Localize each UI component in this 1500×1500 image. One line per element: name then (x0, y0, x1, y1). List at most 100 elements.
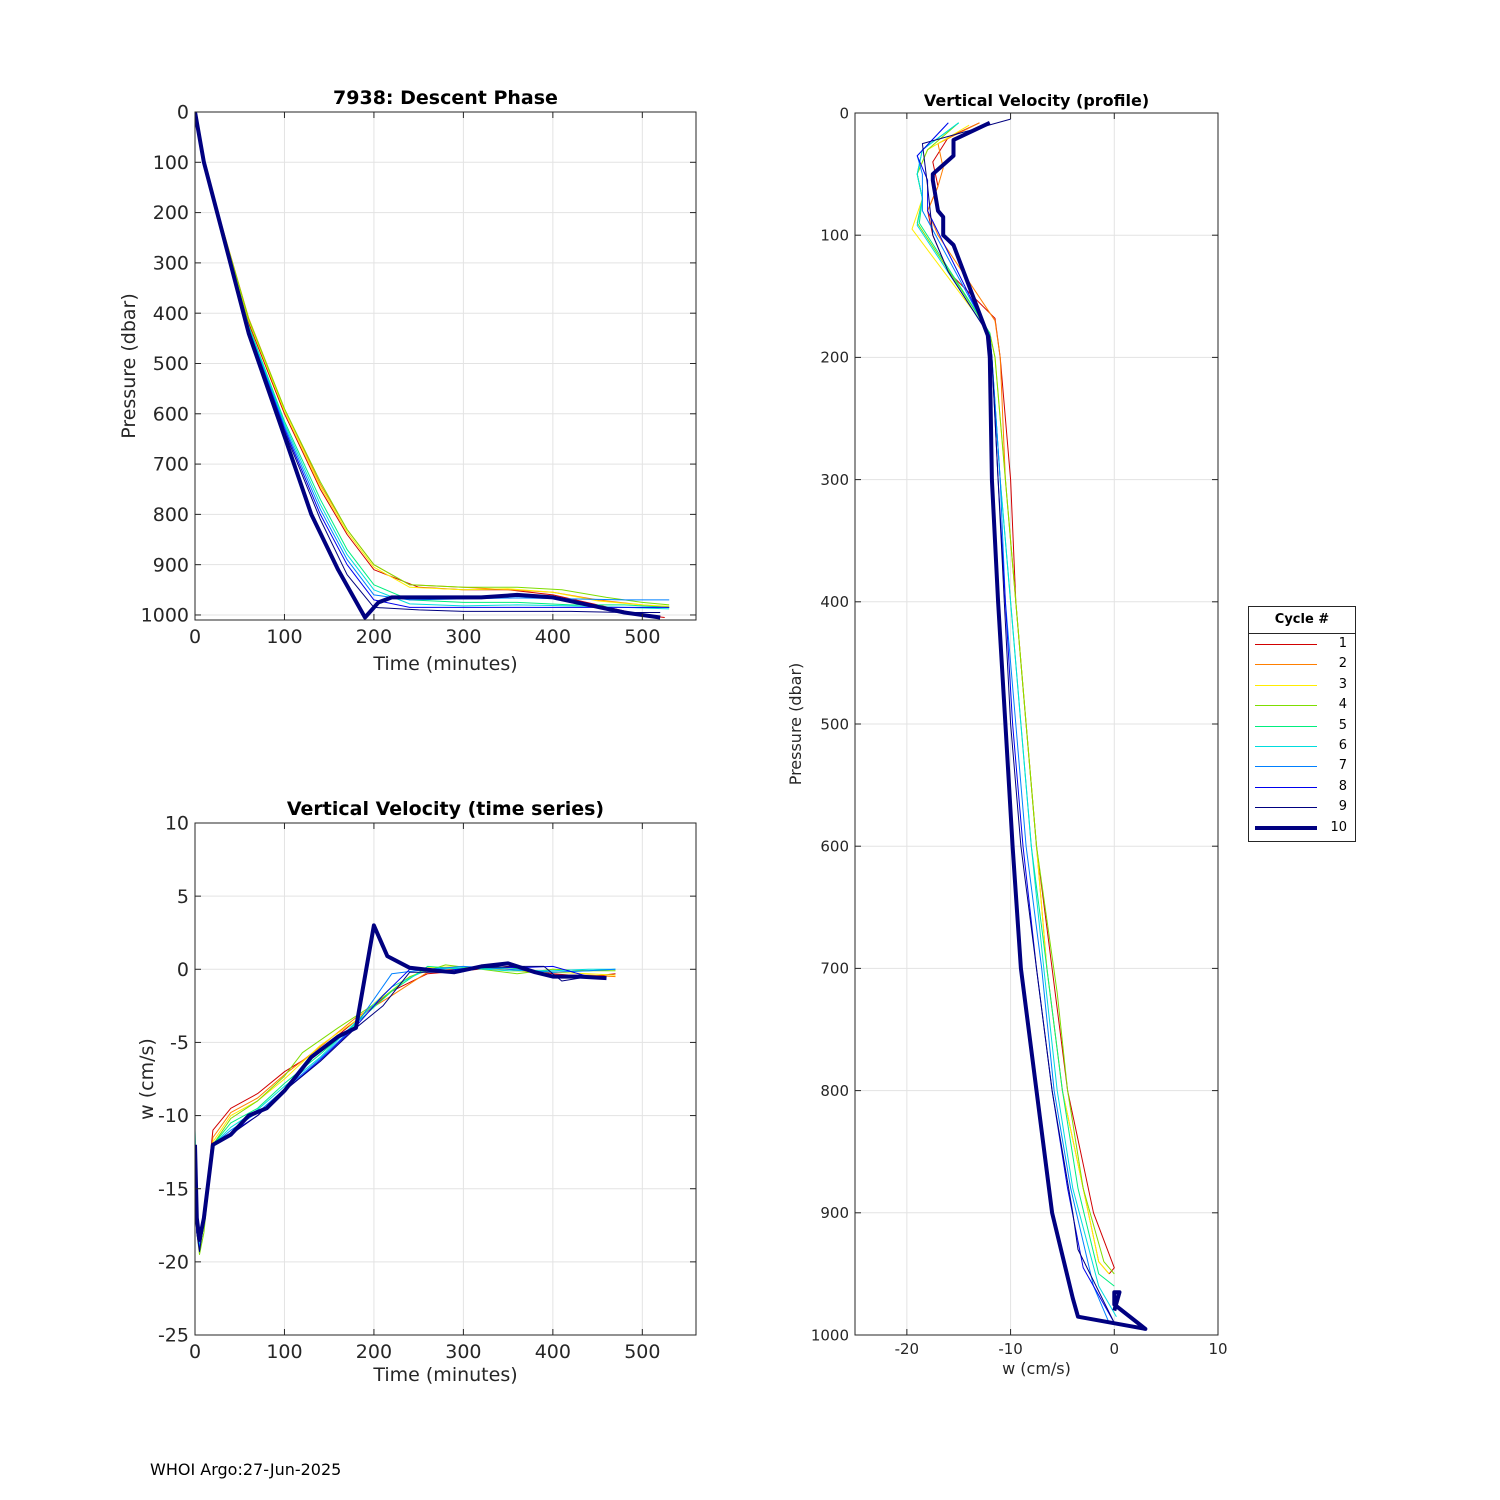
legend-label: 8 (1338, 778, 1347, 794)
chart-title: Vertical Velocity (time series) (287, 798, 604, 820)
series-group (195, 111, 670, 620)
footer-credit: WHOI Argo:27-Jun-2025 (150, 1460, 342, 1479)
legend-entry: 3 (1249, 675, 1355, 695)
legend-swatch (1255, 644, 1317, 645)
legend-swatch (1255, 807, 1317, 809)
legend-entry: 2 (1249, 654, 1355, 674)
legend-label: 7 (1338, 758, 1347, 774)
y-tick-label: -10 (158, 1105, 189, 1127)
y-tick-label: 700 (820, 960, 849, 978)
legend-swatch (1255, 705, 1317, 707)
y-tick-label: -25 (158, 1325, 189, 1347)
legend-title: Cycle # (1249, 607, 1355, 634)
legend-swatch (1255, 684, 1317, 686)
legend-label: 3 (1338, 676, 1347, 692)
legend-entry: 7 (1249, 756, 1355, 776)
y-tick-label: 100 (820, 226, 849, 244)
y-tick-label: -20 (158, 1252, 189, 1274)
y-tick-label: 500 (153, 353, 189, 375)
legend-entry: 5 (1249, 716, 1355, 736)
legend-entry: 4 (1249, 695, 1355, 715)
x-tick-label: 500 (624, 1341, 660, 1363)
legend-entry: 8 (1249, 777, 1355, 797)
legend-swatch (1255, 825, 1317, 830)
series-line-cycle-6 (916, 122, 1117, 1317)
y-tick-label: 1000 (811, 1326, 849, 1344)
series-group (195, 923, 616, 1255)
y-tick-label: 600 (153, 403, 189, 425)
y-tick-label: 5 (177, 886, 189, 908)
velocity-timeseries-axes: 0 100 200 300 400 500 10 5 0 -5 -10 -15 -20 -25 Vertic… (136, 798, 697, 1386)
legend-swatch (1255, 745, 1317, 747)
y-tick-label: 0 (177, 959, 189, 981)
velocity-profile-axes: -20 -10 0 100100200300400500600700800900100… (786, 91, 1228, 1378)
axes-box (194, 822, 697, 1336)
x-tick-label: -10 (998, 1340, 1023, 1358)
x-tick-label: 400 (535, 1341, 571, 1363)
legend-label: 5 (1338, 717, 1347, 733)
x-axis-label: w (cm/s) (1002, 1359, 1071, 1378)
x-tick-label: 200 (356, 626, 392, 648)
x-tick-label: 0 (1110, 1340, 1120, 1358)
legend-label: 6 (1338, 737, 1347, 753)
y-tick-label: 300 (153, 253, 189, 275)
y-tick-label: 10 (165, 813, 189, 835)
legend-swatch (1255, 786, 1317, 788)
x-tick-label: 10 (1208, 1340, 1227, 1358)
x-tick-label: 0 (189, 626, 201, 648)
plot-area (195, 112, 696, 620)
y-tick-label: 1000 (141, 605, 189, 627)
series-line-cycle-9 (921, 118, 1115, 1324)
chart-title: 7938: Descent Phase (333, 87, 558, 109)
y-tick-label: 500 (820, 715, 849, 733)
y-tick-label: 800 (153, 504, 189, 526)
x-tick-label: 400 (535, 626, 571, 648)
y-tick-label: 400 (820, 593, 849, 611)
legend-entry: 10 (1249, 818, 1355, 838)
legend: Cycle # 1 2 3 4 5 6 7 8 9 10 (1248, 606, 1356, 842)
legend-swatch (1255, 664, 1317, 666)
legend-swatch (1255, 725, 1317, 727)
y-tick-label: 200 (153, 202, 189, 224)
y-tick-label: 700 (153, 454, 189, 476)
descent-phase-axes: 0 100 200 300 400 500 0 100 200 300 400 500 600 700 80… (118, 87, 697, 675)
x-tick-label: 500 (624, 626, 660, 648)
x-tick-label: 300 (445, 626, 481, 648)
y-tick-label: 0 (839, 104, 849, 122)
series-line-cycle-10 (930, 120, 1148, 1331)
x-tick-label: 100 (266, 1341, 302, 1363)
series-line-cycle-10 (195, 923, 607, 1242)
x-axis-label: Time (minutes) (372, 653, 517, 675)
legend-label: 1 (1338, 636, 1347, 651)
y-tick-label: 900 (153, 554, 189, 576)
x-tick-label: 100 (266, 626, 302, 648)
y-tick-label: -15 (158, 1178, 189, 1200)
y-axis-label: Pressure (dbar) (786, 663, 805, 786)
y-tick-label: 300 (820, 471, 849, 489)
plot-area (195, 823, 696, 1335)
x-tick-label: -20 (895, 1340, 920, 1358)
legend-label: 10 (1330, 819, 1347, 835)
y-tick-label: 400 (153, 303, 189, 325)
y-axis-label: Pressure (dbar) (118, 293, 140, 439)
legend-label: 9 (1338, 799, 1347, 815)
x-tick-label: 300 (445, 1341, 481, 1363)
legend-entry: 1 (1249, 634, 1355, 654)
y-tick-label: -5 (170, 1032, 189, 1054)
legend-swatch (1255, 766, 1317, 768)
y-tick-label: 100 (153, 152, 189, 174)
legend-label: 4 (1338, 697, 1347, 713)
series-line-cycle-1 (927, 122, 1115, 1275)
y-tick-label: 800 (820, 1082, 849, 1100)
legend-entry: 9 (1249, 797, 1355, 817)
y-tick-label: 600 (820, 837, 849, 855)
series-line-cycle-10 (195, 111, 661, 620)
x-tick-label: 200 (356, 1341, 392, 1363)
y-axis-label: w (cm/s) (136, 1038, 158, 1120)
series-group (911, 118, 1148, 1331)
legend-entry: 6 (1249, 736, 1355, 756)
axes-box (194, 111, 697, 621)
y-tick-label: 200 (820, 349, 849, 367)
x-tick-label: 0 (189, 1341, 201, 1363)
